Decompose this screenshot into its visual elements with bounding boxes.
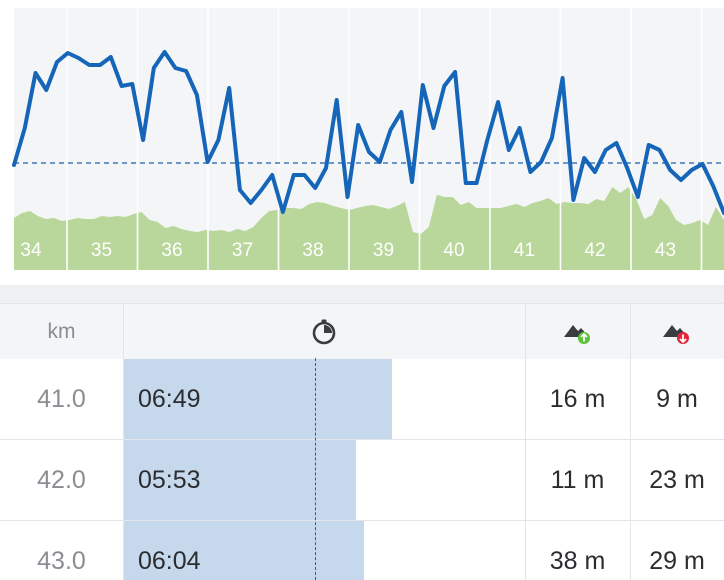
ascent-icon[interactable]	[525, 304, 630, 359]
elevation-area	[14, 187, 724, 270]
pace-bar	[123, 440, 357, 520]
average-pace-line	[315, 358, 316, 580]
split-pace: 05:53	[138, 466, 201, 494]
split-descent: 29 m	[649, 547, 705, 575]
km-tick-label: 38	[302, 240, 323, 261]
km-tick-label: 36	[161, 240, 182, 261]
km-tick-label: 39	[373, 240, 394, 261]
column-divider	[123, 303, 124, 580]
split-km: 41.0	[37, 385, 86, 413]
split-row-43[interactable]: 43.0 06:04 38 m 29 m	[0, 521, 724, 580]
split-ascent: 11 m	[550, 466, 605, 494]
stopwatch-icon[interactable]	[123, 304, 525, 359]
pace-bar	[123, 359, 393, 439]
km-tick-label: 41	[514, 240, 535, 261]
km-tick-label: 40	[443, 240, 464, 261]
table-header: km	[0, 303, 724, 360]
section-divider	[0, 285, 724, 303]
pace-line	[12, 50, 724, 215]
splits-table: km 41.0 06:49 16 m	[0, 303, 724, 580]
pace-elevation-chart[interactable]: 34 35 36 37 38 39 40 41 42 43	[0, 0, 724, 285]
split-pace: 06:04	[138, 547, 201, 575]
column-divider	[630, 303, 631, 580]
km-column-header[interactable]: km	[47, 320, 76, 343]
chart-svg: 34 35 36 37 38 39 40 41 42 43	[12, 8, 724, 270]
pace-bar	[123, 521, 365, 580]
split-ascent: 16 m	[549, 385, 606, 413]
column-divider	[525, 303, 526, 580]
split-descent: 23 m	[649, 466, 705, 494]
km-tick-label: 37	[232, 240, 253, 261]
split-pace: 06:49	[138, 385, 201, 413]
split-row-41[interactable]: 41.0 06:49 16 m 9 m	[0, 359, 724, 440]
split-descent: 9 m	[656, 385, 698, 413]
split-km: 43.0	[37, 547, 86, 575]
descent-icon[interactable]	[630, 304, 724, 359]
km-tick-label: 43	[655, 240, 676, 261]
km-tick-label: 34	[20, 240, 42, 261]
split-km: 42.0	[37, 466, 86, 494]
split-row-42[interactable]: 42.0 05:53 11 m 23 m	[0, 440, 724, 521]
km-tick-label: 42	[584, 240, 605, 261]
split-ascent: 38 m	[549, 547, 606, 575]
km-tick-label: 35	[91, 240, 112, 261]
